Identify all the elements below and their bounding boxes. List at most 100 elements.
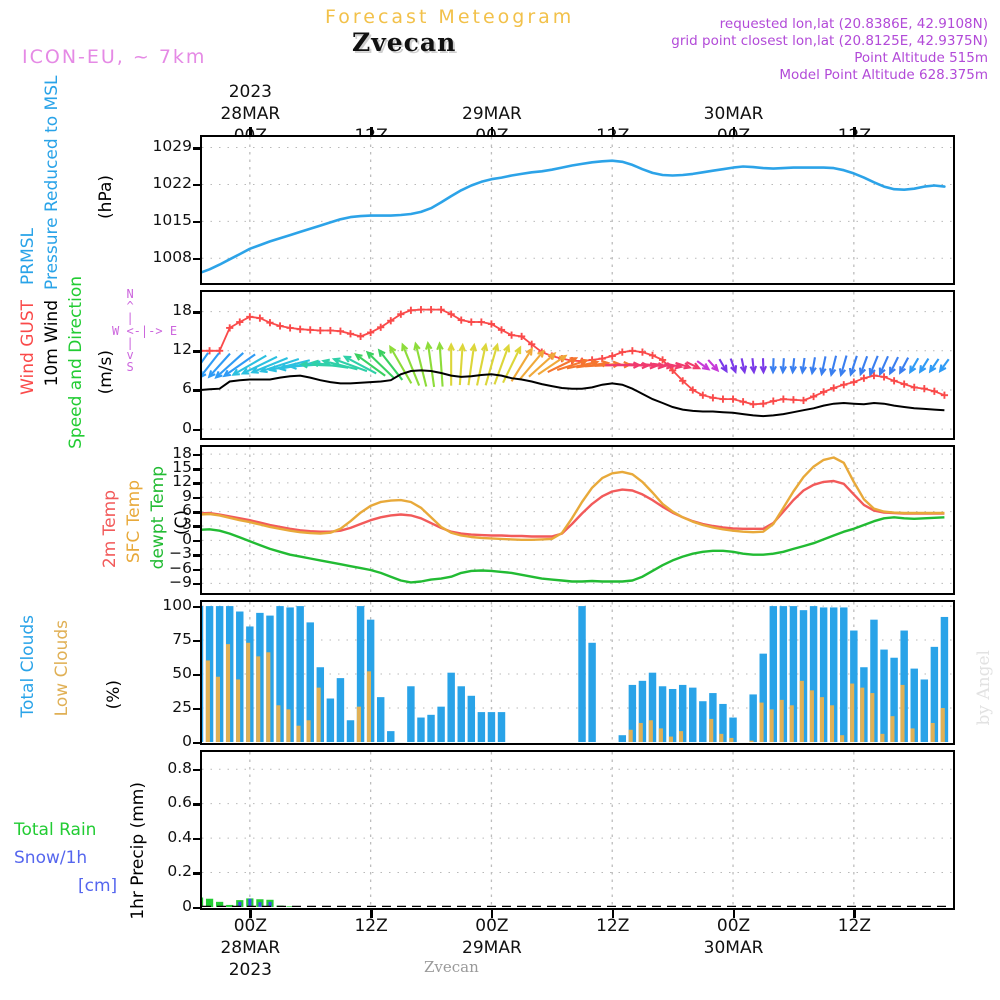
y-tick-label-pressure: 1022 bbox=[152, 173, 192, 192]
wind-direction-arrow bbox=[484, 342, 500, 386]
y-tick-label-clouds: 100 bbox=[162, 595, 192, 614]
wind-direction-arrow bbox=[739, 358, 748, 375]
time-tick-mark bbox=[490, 910, 494, 918]
y-tick-label-temp: −9 bbox=[169, 572, 192, 591]
total-clouds-bar bbox=[215, 606, 224, 742]
low-clouds-bar bbox=[366, 671, 372, 742]
low-clouds-bar bbox=[316, 687, 321, 742]
low-clouds-bar bbox=[860, 687, 865, 742]
meta-gridpoint-lonlat: grid point closest lon,lat (20.8125E, 42… bbox=[671, 33, 988, 49]
y-tick-label-precip: 0 bbox=[182, 896, 192, 915]
wind-direction-arrow bbox=[718, 358, 728, 374]
total-clouds-bar bbox=[376, 697, 385, 742]
y-tick-label-precip: 0.2 bbox=[167, 862, 192, 881]
time-tick-mark bbox=[611, 127, 615, 135]
low-clouds-bar bbox=[769, 709, 774, 742]
footer-station-name: Zvecan bbox=[424, 958, 479, 976]
wind-direction-arrow bbox=[413, 341, 428, 387]
total-clouds-bar bbox=[809, 606, 818, 742]
wind-direction-arrow bbox=[436, 341, 444, 387]
wind-direction-arrow bbox=[231, 354, 267, 376]
total-clouds-bar bbox=[930, 646, 939, 742]
y-tick-label-temp: 15 bbox=[172, 458, 192, 477]
low-clouds-bar bbox=[880, 733, 885, 742]
side-label-prmsl: PRMSL bbox=[18, 228, 38, 285]
wind-direction-arrow bbox=[214, 352, 244, 379]
y-tick-label-wind: 6 bbox=[182, 379, 192, 398]
meta-point-altitude: Point Altitude 515m bbox=[854, 50, 988, 66]
y-tick-label-temp: 9 bbox=[182, 486, 192, 505]
total-clouds-bar bbox=[779, 606, 788, 742]
low-clouds-bar bbox=[246, 642, 251, 742]
y-tick-mark bbox=[193, 582, 201, 586]
low-clouds-bar bbox=[678, 731, 684, 742]
time-tick-mark bbox=[370, 127, 373, 135]
rain-bar bbox=[216, 901, 224, 907]
total-clouds-bar bbox=[588, 642, 596, 742]
y-tick-mark bbox=[193, 605, 201, 609]
y-tick-label-pressure: 1029 bbox=[152, 137, 192, 156]
y-tick-mark bbox=[193, 468, 201, 471]
wind-direction-arrow bbox=[528, 351, 557, 378]
total-clouds-bar bbox=[427, 714, 435, 742]
low-clouds-bar bbox=[759, 702, 764, 742]
y-tick-mark bbox=[193, 539, 201, 543]
wind-direction-arrow bbox=[899, 357, 910, 375]
y-tick-mark bbox=[193, 525, 201, 528]
low-clouds-bar bbox=[638, 722, 643, 742]
snow-bar bbox=[238, 901, 242, 907]
low-clouds-bar bbox=[356, 706, 361, 742]
low-clouds-bar bbox=[729, 737, 734, 742]
time-tick-label-0: 00Z bbox=[233, 916, 267, 936]
y-tick-mark bbox=[193, 389, 201, 392]
y-tick-label-wind: 0 bbox=[182, 418, 192, 437]
side-label-total-clouds: Total Clouds bbox=[18, 615, 38, 718]
low-clouds-bar bbox=[236, 679, 241, 742]
time-tick-date-2: 29MAR bbox=[462, 938, 522, 958]
y-tick-mark bbox=[193, 257, 201, 261]
compass-south-label: S bbox=[126, 360, 134, 375]
total-clouds-bar bbox=[477, 712, 486, 742]
wind-direction-arrow bbox=[493, 343, 511, 385]
snow-bar bbox=[258, 902, 262, 907]
time-tick-date-2: 29MAR bbox=[462, 104, 522, 124]
panel-precip bbox=[200, 750, 955, 910]
wind-direction-arrow bbox=[467, 342, 478, 386]
model-label: ICON-EU, ~ 7km bbox=[22, 46, 207, 68]
wind-direction-arrow bbox=[424, 340, 436, 388]
wind-direction-arrow bbox=[909, 357, 920, 375]
temp-dewpt-line bbox=[202, 516, 945, 584]
y-tick-label-temp: 12 bbox=[172, 472, 192, 491]
wind-direction-arrow bbox=[809, 357, 817, 376]
wind-direction-arrow bbox=[510, 346, 533, 382]
time-tick-label-5: 12Z bbox=[837, 916, 871, 936]
time-tick-mark bbox=[732, 127, 736, 135]
side-label-total-rain: Total Rain bbox=[14, 820, 97, 840]
total-clouds-bar bbox=[920, 679, 929, 742]
time-tick-mark bbox=[249, 127, 252, 135]
low-clouds-bar bbox=[809, 690, 814, 742]
wind-direction-arrow bbox=[222, 353, 256, 378]
wind-direction-arrow bbox=[686, 361, 702, 370]
y-tick-label-pressure: 1008 bbox=[152, 247, 192, 266]
wind-direction-arrow bbox=[759, 358, 768, 375]
low-clouds-bar bbox=[306, 720, 311, 742]
wind-direction-arrow bbox=[878, 355, 889, 377]
wind-direction-arrow bbox=[868, 355, 879, 377]
side-label-2m-temp: 2m Temp bbox=[100, 490, 120, 569]
total-clouds-bar bbox=[940, 616, 949, 742]
y-tick-mark bbox=[193, 872, 201, 875]
wind-direction-arrow bbox=[268, 359, 311, 373]
time-tick-date-4: 30MAR bbox=[703, 104, 764, 124]
wind-direction-arrow bbox=[729, 358, 738, 374]
y-tick-label-wind: 12 bbox=[172, 340, 192, 359]
time-tick-mark bbox=[249, 910, 252, 918]
side-label-wind-gust: Wind GUST bbox=[18, 300, 38, 395]
time-tick-mark bbox=[853, 127, 856, 135]
low-clouds-bar bbox=[668, 736, 674, 742]
y-tick-mark bbox=[193, 453, 201, 457]
total-clouds-bar bbox=[276, 606, 284, 742]
wind-direction-arrow bbox=[321, 358, 358, 371]
total-clouds-bar bbox=[709, 693, 717, 742]
total-clouds-bar bbox=[457, 686, 465, 742]
